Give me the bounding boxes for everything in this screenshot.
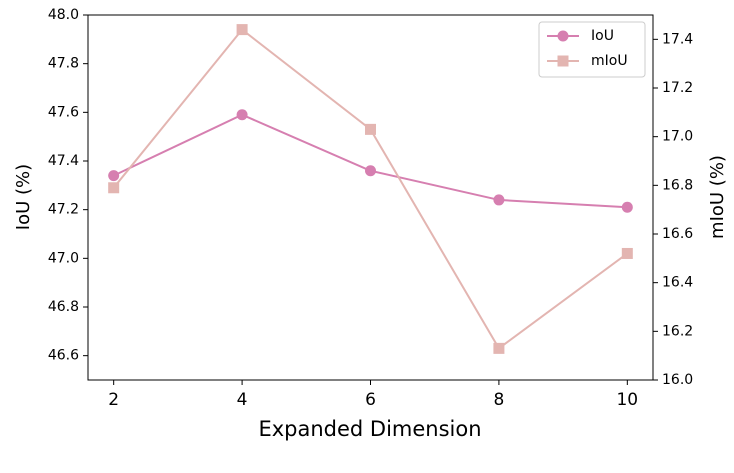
data-point <box>108 182 120 194</box>
legend-marker <box>557 55 569 67</box>
y2-tick-label: 16.2 <box>662 323 693 339</box>
data-point <box>108 170 120 182</box>
data-point <box>621 201 633 213</box>
y2-tick-label: 17.2 <box>662 80 693 96</box>
data-point <box>236 24 248 36</box>
y-tick-label: 47.8 <box>48 56 79 72</box>
x-tick-label: 8 <box>493 390 504 410</box>
y2-tick-label: 17.0 <box>662 129 693 145</box>
y2-tick-label: 16.4 <box>662 275 693 291</box>
y-tick-label: 46.8 <box>48 299 79 315</box>
legend-label: mIoU <box>591 53 628 69</box>
x-tick-label: 6 <box>365 390 376 410</box>
x-axis-label: Expanded Dimension <box>258 417 481 441</box>
data-point <box>621 247 633 259</box>
y-axis-label: IoU (%) <box>13 164 34 230</box>
y-tick-label: 47.6 <box>48 104 79 120</box>
y-tick-label: 47.4 <box>48 153 79 169</box>
y2-tick-label: 16.6 <box>662 226 693 242</box>
legend-marker <box>557 30 569 42</box>
x-tick-label: 2 <box>108 390 119 410</box>
y2-tick-label: 16.8 <box>662 177 693 193</box>
y-tick-label: 46.6 <box>48 348 79 364</box>
y2-axis-label: mIoU (%) <box>707 155 728 239</box>
data-point <box>365 165 376 177</box>
data-point <box>493 342 505 354</box>
data-point <box>236 109 248 121</box>
legend-label: IoU <box>591 28 614 44</box>
y-tick-label: 47.0 <box>48 250 79 266</box>
x-tick-label: 4 <box>237 390 248 410</box>
data-point <box>493 194 505 206</box>
data-point <box>365 123 376 135</box>
y-tick-label: 48.0 <box>48 7 79 23</box>
y2-tick-label: 17.4 <box>662 31 693 47</box>
y2-tick-label: 16.0 <box>662 372 693 388</box>
x-tick-label: 10 <box>616 390 638 410</box>
y-tick-label: 47.2 <box>48 202 79 218</box>
